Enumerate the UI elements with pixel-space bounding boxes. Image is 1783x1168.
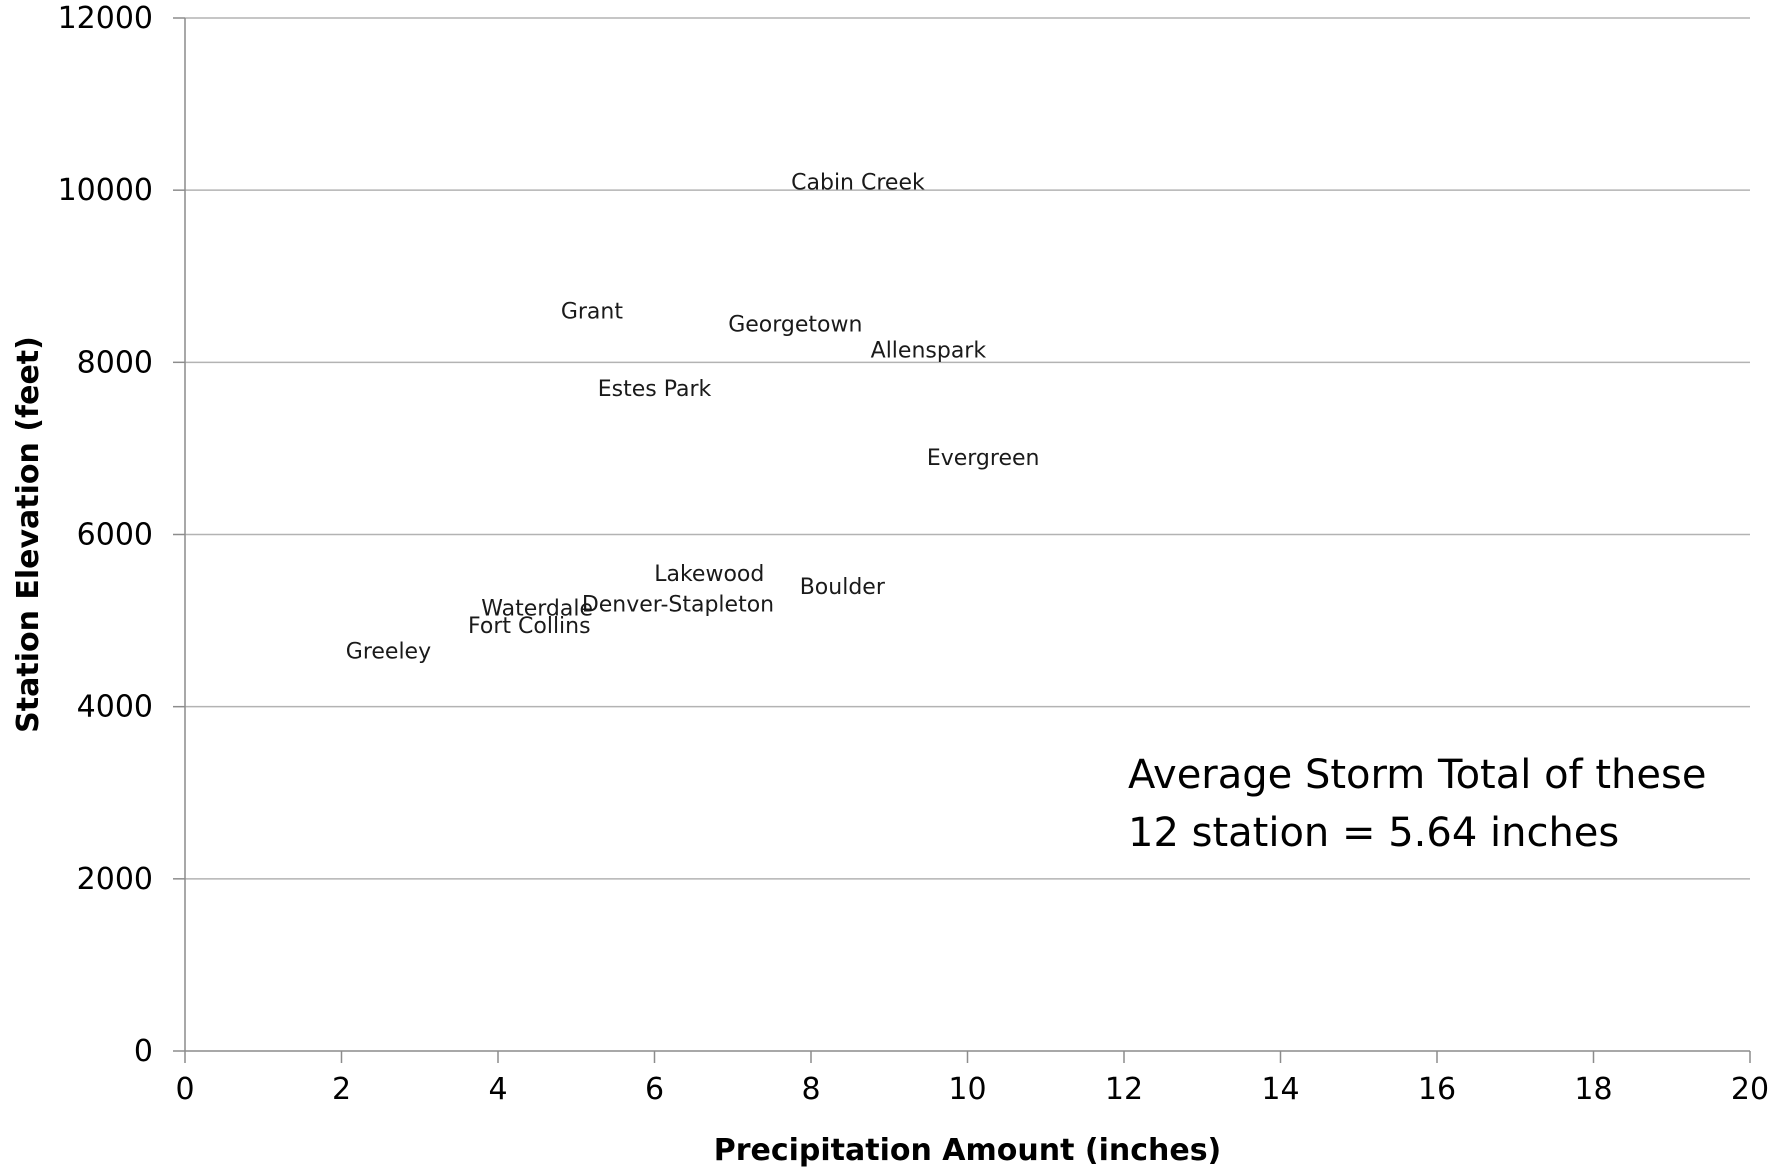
x-tick-label-5: 10	[948, 1072, 986, 1107]
point-label-11: Greeley	[346, 640, 431, 665]
y-tick-label-2: 4000	[77, 690, 153, 725]
x-tick-label-3: 6	[645, 1072, 664, 1107]
x-tick-label-7: 14	[1261, 1072, 1299, 1107]
x-tick-label-10: 20	[1731, 1072, 1769, 1107]
annotation-line-1: Average Storm Total of these	[1128, 752, 1706, 798]
axes	[173, 17, 1751, 1063]
point-label-8: Waterdale	[481, 597, 593, 622]
x-tick-label-2: 4	[488, 1072, 507, 1107]
point-label-2: Georgetown	[728, 313, 862, 338]
y-tick-label-1: 2000	[77, 862, 153, 897]
x-tick-label-6: 12	[1105, 1072, 1143, 1107]
x-tick-label-0: 0	[175, 1072, 194, 1107]
point-label-9: Denver-Stapleton	[582, 592, 774, 617]
gridlines	[185, 17, 1750, 880]
point-label-0: Cabin Creek	[791, 171, 925, 196]
tick-labels: 0 2000 4000 6000 8000 10000 12000 0 2 4 6 8 10 12 14 16…	[58, 1, 1770, 1107]
point-label-10: Fort Collins	[468, 614, 591, 639]
point-label-6: Lakewood	[654, 562, 764, 587]
y-tick-label-6: 12000	[58, 1, 153, 36]
x-tick-label-4: 8	[801, 1072, 820, 1107]
point-labels: Cabin Creek Grant Georgetown Allenspark Este…	[346, 171, 1040, 665]
point-label-5: Evergreen	[927, 446, 1040, 471]
x-tick-label-8: 16	[1418, 1072, 1456, 1107]
x-axis-title: Precipitation Amount (inches)	[714, 1133, 1222, 1168]
point-label-3: Allenspark	[871, 338, 987, 363]
x-tick-label-9: 18	[1574, 1072, 1612, 1107]
y-tick-label-3: 6000	[77, 518, 153, 553]
point-label-7: Boulder	[800, 575, 886, 600]
point-label-1: Grant	[561, 300, 624, 325]
y-axis-title: Station Elevation (feet)	[11, 336, 46, 733]
y-tick-label-0: 0	[134, 1034, 153, 1069]
y-tick-label-5: 10000	[58, 173, 153, 208]
annotation-line-2: 12 station = 5.64 inches	[1128, 810, 1619, 856]
x-tick-label-1: 2	[332, 1072, 351, 1107]
y-tick-label-4: 8000	[77, 345, 153, 380]
point-label-4: Estes Park	[598, 377, 712, 402]
